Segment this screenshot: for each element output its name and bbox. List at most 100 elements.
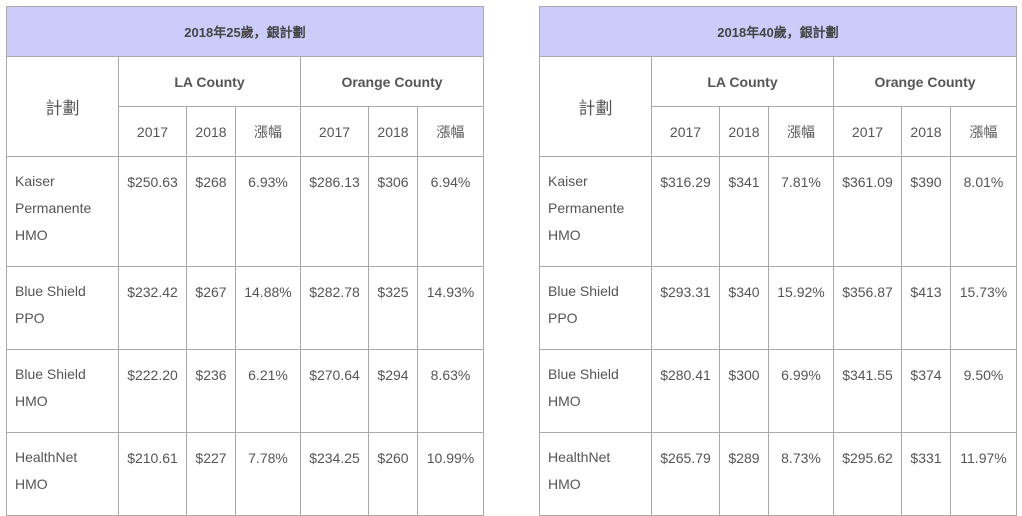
value-cell: 9.50%	[950, 349, 1017, 433]
region-header-la: LA County	[651, 56, 834, 107]
plan-name-line: HealthNet	[15, 449, 78, 465]
plan-name-cell: Kaiser Permanente HMO	[539, 156, 652, 267]
plan-name-line: Blue Shield	[15, 366, 86, 382]
value-cell: $300	[719, 349, 769, 433]
sub-header: 2017	[651, 106, 720, 157]
value-cell: 8.73%	[768, 432, 834, 516]
value-cell: 15.92%	[768, 266, 834, 350]
plan-name-line: Blue Shield	[548, 283, 619, 299]
value-cell: $267	[186, 266, 236, 350]
plan-name-line: Blue Shield	[548, 366, 619, 382]
sub-header: 2017	[300, 106, 369, 157]
table-row: Blue Shield HMO $280.41 $300 6.99% $341.…	[539, 349, 1017, 433]
value-cell: 6.94%	[417, 156, 484, 267]
value-cell: $289	[719, 432, 769, 516]
table-row: Kaiser Permanente HMO $316.29 $341 7.81%…	[539, 156, 1017, 267]
plan-name-line: Blue Shield	[15, 283, 86, 299]
table-row: Blue Shield PPO $232.42 $267 14.88% $282…	[6, 266, 484, 350]
value-cell: 8.01%	[950, 156, 1017, 267]
value-cell: $232.42	[118, 266, 187, 350]
value-cell: $270.64	[300, 349, 369, 433]
plan-column-header: 計劃	[6, 56, 119, 157]
value-cell: $260	[368, 432, 418, 516]
value-cell: $325	[368, 266, 418, 350]
value-cell: $293.31	[651, 266, 720, 350]
premium-table-age-25: 2018年25歲，銀計劃 計劃 LA County Orange County …	[6, 6, 484, 516]
region-header-orange: Orange County	[833, 56, 1017, 107]
plan-name-line: PPO	[15, 310, 45, 326]
table-row: Kaiser Permanente HMO $250.63 $268 6.93%…	[6, 156, 484, 267]
plan-name-line: HMO	[548, 227, 581, 243]
sub-header: 2018	[368, 106, 418, 157]
value-cell: $306	[368, 156, 418, 267]
value-cell: $413	[901, 266, 951, 350]
sub-header: 2018	[719, 106, 769, 157]
table-caption: 2018年40歲，銀計劃	[539, 6, 1017, 57]
plan-name-cell: Blue Shield PPO	[539, 266, 652, 350]
sub-header: 2018	[186, 106, 236, 157]
plan-name-line: HMO	[548, 393, 581, 409]
value-cell: 7.81%	[768, 156, 834, 267]
value-cell: $250.63	[118, 156, 187, 267]
sub-header: 2018	[901, 106, 951, 157]
value-cell: $227	[186, 432, 236, 516]
value-cell: 6.99%	[768, 349, 834, 433]
sub-header: 漲幅	[235, 106, 301, 157]
plan-name-line: Kaiser	[15, 173, 55, 189]
value-cell: $286.13	[300, 156, 369, 267]
table-row: HealthNet HMO $210.61 $227 7.78% $234.25…	[6, 432, 484, 516]
sub-header: 漲幅	[768, 106, 834, 157]
plan-name-line: HMO	[15, 227, 48, 243]
value-cell: $265.79	[651, 432, 720, 516]
value-cell: $341.55	[833, 349, 902, 433]
value-cell: $268	[186, 156, 236, 267]
value-cell: $340	[719, 266, 769, 350]
plan-column-header: 計劃	[539, 56, 652, 157]
region-header-orange: Orange County	[300, 56, 484, 107]
plan-name-cell: Kaiser Permanente HMO	[6, 156, 119, 267]
table-row: Blue Shield HMO $222.20 $236 6.21% $270.…	[6, 349, 484, 433]
value-cell: $374	[901, 349, 951, 433]
region-header-la: LA County	[118, 56, 301, 107]
plan-name-cell: Blue Shield HMO	[539, 349, 652, 433]
value-cell: 8.63%	[417, 349, 484, 433]
value-cell: 14.93%	[417, 266, 484, 350]
table-row: Blue Shield PPO $293.31 $340 15.92% $356…	[539, 266, 1017, 350]
value-cell: 14.88%	[235, 266, 301, 350]
value-cell: $294	[368, 349, 418, 433]
value-cell: 6.21%	[235, 349, 301, 433]
value-cell: $341	[719, 156, 769, 267]
value-cell: $236	[186, 349, 236, 433]
value-cell: $356.87	[833, 266, 902, 350]
sub-header: 漲幅	[417, 106, 484, 157]
value-cell: 11.97%	[950, 432, 1017, 516]
plan-name-cell: HealthNet HMO	[539, 432, 652, 516]
sub-header: 2017	[833, 106, 902, 157]
table-row: HealthNet HMO $265.79 $289 8.73% $295.62…	[539, 432, 1017, 516]
plan-name-line: PPO	[548, 310, 578, 326]
value-cell: $280.41	[651, 349, 720, 433]
value-cell: 7.78%	[235, 432, 301, 516]
value-cell: $390	[901, 156, 951, 267]
value-cell: $295.62	[833, 432, 902, 516]
plan-name-line: HealthNet	[548, 449, 611, 465]
value-cell: $331	[901, 432, 951, 516]
plan-name-line: HMO	[548, 476, 581, 492]
plan-name-line: HMO	[15, 476, 48, 492]
plan-name-line: Kaiser	[548, 173, 588, 189]
value-cell: $210.61	[118, 432, 187, 516]
plan-name-cell: Blue Shield PPO	[6, 266, 119, 350]
value-cell: $282.78	[300, 266, 369, 350]
value-cell: $316.29	[651, 156, 720, 267]
value-cell: 6.93%	[235, 156, 301, 267]
plan-name-cell: Blue Shield HMO	[6, 349, 119, 433]
plan-name-line: Permanente	[15, 200, 92, 216]
value-cell: 10.99%	[417, 432, 484, 516]
value-cell: $222.20	[118, 349, 187, 433]
sub-header: 漲幅	[950, 106, 1017, 157]
value-cell: 15.73%	[950, 266, 1017, 350]
value-cell: $361.09	[833, 156, 902, 267]
plan-name-cell: HealthNet HMO	[6, 432, 119, 516]
table-caption: 2018年25歲，銀計劃	[6, 6, 484, 57]
value-cell: $234.25	[300, 432, 369, 516]
